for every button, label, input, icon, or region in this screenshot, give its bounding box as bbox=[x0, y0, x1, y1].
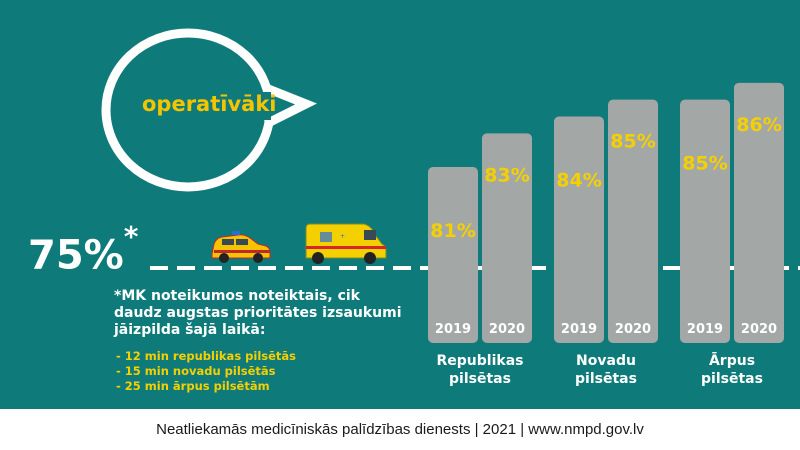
time-list-item: - 12 min republikas pilsētās bbox=[116, 349, 297, 363]
group-label: Novadu bbox=[576, 353, 636, 369]
year-label: 2019 bbox=[687, 322, 723, 337]
bar-value-label: 85% bbox=[610, 131, 655, 153]
bubble-line-2: operatīvāki bbox=[142, 92, 277, 116]
group-label: Ārpus bbox=[709, 351, 755, 369]
bubble-text: Esam operatīvāki biežāk bbox=[142, 62, 277, 146]
year-label: 2019 bbox=[561, 322, 597, 337]
speech-bubble bbox=[101, 28, 317, 192]
group-label: pilsētas bbox=[701, 371, 763, 387]
footnote-text: *MK noteikumos noteiktais, cik daudz aug… bbox=[114, 288, 402, 338]
footer: Neatliekamās medicīniskās palīdzības die… bbox=[0, 409, 800, 450]
bubble-line-1: Esam bbox=[142, 64, 205, 88]
target-percent: 75%* bbox=[28, 220, 138, 279]
footer-text: Neatliekamās medicīniskās palīdzības die… bbox=[156, 421, 644, 438]
target-value: 75% bbox=[28, 232, 124, 279]
year-label: 2019 bbox=[435, 322, 471, 337]
chart-svg: + 81% 2019 83% 2020 Republikas pilsētas 84% 201… bbox=[101, 28, 800, 387]
group-label: Republikas bbox=[437, 353, 524, 369]
year-label: 2020 bbox=[489, 322, 525, 337]
bar-value-label: 84% bbox=[556, 170, 601, 192]
bar bbox=[734, 82, 784, 343]
time-list: - 12 min republikas pilsētās - 15 min no… bbox=[116, 349, 296, 394]
bar bbox=[428, 167, 478, 343]
bar-value-label: 86% bbox=[736, 114, 781, 136]
group-label: pilsētas bbox=[449, 371, 511, 387]
ambulance-van-icon: + bbox=[305, 223, 387, 264]
svg-text:+: + bbox=[340, 233, 345, 240]
bars-layer: 81% 2019 83% 2020 Republikas pilsētas 84% 2019 8… bbox=[428, 82, 784, 387]
bubble-line-3: biežāk bbox=[142, 120, 219, 144]
bar bbox=[482, 133, 532, 343]
bar bbox=[554, 116, 604, 343]
ambulance-car-icon bbox=[211, 231, 271, 263]
time-list-item: - 15 min novadu pilsētās bbox=[116, 364, 276, 378]
bar bbox=[608, 99, 658, 344]
bar-value-label: 81% bbox=[430, 220, 475, 242]
group-label: pilsētas bbox=[575, 371, 637, 387]
bar bbox=[680, 99, 730, 344]
target-marker: * bbox=[123, 220, 139, 253]
bar-value-label: 85% bbox=[682, 153, 727, 175]
time-list-item: - 25 min ārpus pilsētām bbox=[116, 379, 270, 393]
bar-value-label: 83% bbox=[484, 164, 529, 186]
year-label: 2020 bbox=[615, 322, 651, 337]
year-label: 2020 bbox=[741, 322, 777, 337]
